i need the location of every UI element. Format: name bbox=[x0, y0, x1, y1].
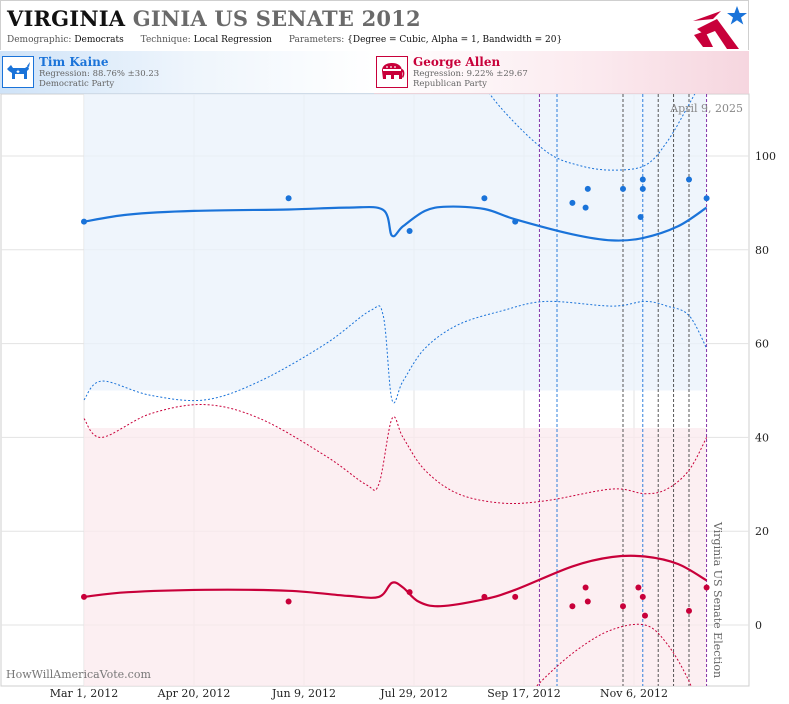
dem-point bbox=[639, 176, 646, 183]
rep-points bbox=[81, 584, 710, 619]
dem-band bbox=[84, 94, 707, 391]
x-tick-label: Nov 6, 2012 bbox=[600, 687, 668, 700]
rep-point bbox=[582, 584, 589, 591]
rep-point bbox=[481, 593, 488, 600]
rep-point bbox=[639, 593, 646, 600]
dem-point bbox=[285, 195, 292, 202]
y-tick-label: 40 bbox=[755, 431, 769, 444]
x-tick-label: Apr 20, 2012 bbox=[157, 687, 231, 700]
dem-point bbox=[620, 185, 626, 192]
rep-point bbox=[635, 584, 642, 591]
y-tick-label: 20 bbox=[755, 525, 769, 538]
dem-point bbox=[703, 195, 710, 202]
header: VIRGINIA GINIA US SENATE 2012 Demographi… bbox=[0, 0, 749, 50]
rep-upper-bound bbox=[83, 404, 708, 505]
rep-trend-line bbox=[83, 554, 708, 608]
rep-regression: Regression: 9.22% ±29.67 bbox=[413, 69, 528, 79]
title-state: VIRGINIA bbox=[7, 6, 126, 31]
x-tick-label: Jun 9, 2012 bbox=[271, 687, 336, 700]
demographic-value: Democrats bbox=[74, 35, 124, 45]
dem-point bbox=[81, 218, 87, 225]
x-tick-label: Mar 1, 2012 bbox=[50, 687, 119, 700]
dem-point bbox=[481, 195, 488, 202]
rep-point bbox=[81, 593, 87, 600]
dem-point bbox=[686, 176, 692, 183]
x-axis: Mar 1, 2012 Apr 20, 2012 Jun 9, 2012 Jul 29… bbox=[50, 687, 668, 700]
demographic-key: Demographic: bbox=[7, 35, 72, 45]
dem-point bbox=[582, 204, 589, 211]
election-label: Virginia US Senate Election bbox=[711, 521, 724, 678]
rep-point bbox=[642, 612, 648, 619]
rep-point bbox=[285, 598, 292, 605]
rep-point bbox=[512, 593, 519, 600]
watermark: HowWillAmericaVote.com bbox=[6, 668, 151, 681]
y-tick-label: 80 bbox=[755, 244, 769, 257]
parameters-key: Parameters: bbox=[288, 35, 345, 45]
dem-name: Tim Kaine bbox=[39, 55, 109, 69]
dem-upper-bound bbox=[489, 94, 696, 171]
legend-dem: Tim Kaine Regression: 88.76% ±30.23 Demo… bbox=[0, 51, 374, 94]
dem-regression: Regression: 88.76% ±30.23 bbox=[39, 69, 160, 79]
dem-point bbox=[637, 213, 644, 220]
y-tick-label: 60 bbox=[755, 338, 769, 351]
dem-lower-bound bbox=[83, 300, 708, 404]
legend-rep: George Allen Regression: 9.22% ±29.67 Re… bbox=[374, 51, 749, 94]
dem-party: Democratic Party bbox=[39, 79, 115, 89]
dem-point bbox=[569, 199, 576, 206]
elephant-icon bbox=[376, 56, 408, 88]
title-rest: GINIA US SENATE 2012 bbox=[132, 6, 421, 31]
rep-point bbox=[584, 598, 591, 605]
site-logo-icon bbox=[693, 6, 747, 49]
rep-party: Republican Party bbox=[413, 79, 487, 89]
technique-value: Local Regression bbox=[193, 35, 272, 45]
date-label: April 9, 2025 bbox=[669, 102, 743, 115]
x-tick-label: Jul 29, 2012 bbox=[379, 687, 448, 700]
dem-point bbox=[584, 185, 591, 192]
technique-key: Technique: bbox=[140, 35, 191, 45]
rep-point bbox=[703, 584, 710, 591]
rep-point bbox=[569, 603, 576, 610]
dem-point bbox=[512, 218, 519, 225]
donkey-icon bbox=[2, 56, 34, 88]
y-tick-label: 0 bbox=[755, 619, 762, 632]
dem-point bbox=[406, 228, 413, 235]
x-tick-label: Sep 17, 2012 bbox=[487, 687, 561, 700]
parameters-value: {Degree = Cubic, Alpha = 1, Bandwidth = … bbox=[347, 35, 563, 45]
poll-date-lines bbox=[538, 94, 708, 686]
rep-point bbox=[406, 589, 413, 596]
rep-band bbox=[84, 428, 707, 686]
page-title: VIRGINIA GINIA US SENATE 2012 bbox=[7, 6, 421, 31]
meta-line: Demographic: Democrats Technique: Local … bbox=[7, 35, 576, 45]
rep-name: George Allen bbox=[413, 55, 501, 69]
y-axis: 0 20 40 60 80 100 bbox=[755, 150, 776, 632]
dem-point bbox=[639, 185, 646, 192]
dem-trend-line bbox=[83, 205, 708, 242]
rep-point bbox=[686, 607, 692, 614]
dem-points bbox=[81, 176, 710, 235]
rep-lower-bound bbox=[536, 623, 692, 686]
rep-point bbox=[620, 603, 626, 610]
y-tick-label: 100 bbox=[755, 150, 776, 163]
